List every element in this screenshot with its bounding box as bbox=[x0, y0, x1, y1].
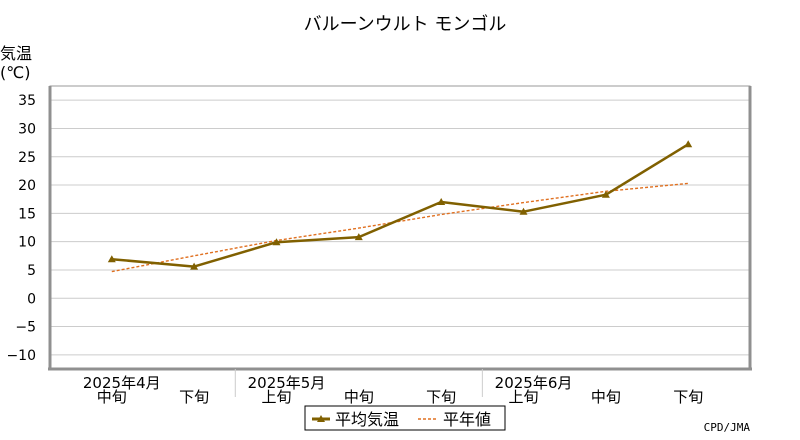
x-month-label: 2025年6月 bbox=[495, 374, 573, 392]
data-point bbox=[601, 190, 610, 198]
y-tick-label: 0 bbox=[27, 291, 36, 307]
data-point bbox=[519, 207, 528, 215]
data-point bbox=[107, 255, 116, 263]
x-tick-label: 中旬 bbox=[591, 388, 621, 406]
y-axis-unit: (℃) bbox=[0, 63, 30, 82]
data-point bbox=[684, 140, 693, 148]
data-point bbox=[437, 198, 446, 205]
x-tick-label: 下旬 bbox=[673, 388, 703, 406]
x-tick-label: 中旬 bbox=[344, 388, 374, 406]
plot-frame bbox=[48, 85, 752, 371]
x-tick-label: 中旬 bbox=[97, 388, 127, 406]
series-line-0 bbox=[111, 143, 689, 268]
x-tick-label: 上旬 bbox=[509, 388, 539, 406]
series-line-1 bbox=[111, 182, 689, 273]
y-tick-labels: −10 −5 0 5 10 15 20 25 30 35 bbox=[6, 93, 36, 364]
y-axis-label: 気温 bbox=[0, 44, 32, 63]
legend: 平均気温 平年値 bbox=[304, 405, 506, 431]
y-tick-label: 35 bbox=[18, 93, 36, 109]
y-tick-label: 25 bbox=[18, 150, 36, 166]
y-tick-label: 5 bbox=[27, 263, 36, 279]
x-tick-label: 上旬 bbox=[261, 388, 291, 406]
legend-label-series-0: 平均気温 bbox=[335, 410, 399, 429]
x-month-label: 2025年4月 bbox=[83, 374, 161, 392]
legend-label-series-1: 平年値 bbox=[443, 410, 491, 429]
legend-marker-series-0 bbox=[317, 415, 325, 422]
y-tick-label: −10 bbox=[6, 348, 36, 364]
legend-box bbox=[304, 405, 506, 431]
y-tick-label: −5 bbox=[15, 320, 36, 336]
chart-title: バルーンウルト モンゴル bbox=[304, 14, 507, 35]
x-tick-label: 下旬 bbox=[426, 388, 456, 406]
x-tick-label: 下旬 bbox=[179, 388, 209, 406]
source-credit: CPD/JMA bbox=[704, 421, 751, 434]
data-point bbox=[272, 238, 281, 246]
y-tick-label: 10 bbox=[18, 235, 36, 251]
series-group bbox=[107, 140, 693, 273]
x-month-label: 2025年5月 bbox=[248, 374, 326, 392]
grid-lines bbox=[50, 99, 750, 356]
y-tick-label: 15 bbox=[18, 206, 36, 222]
data-point bbox=[190, 262, 199, 270]
data-point bbox=[354, 233, 363, 241]
x-tick-labels: 中旬 下旬 上旬 中旬 下旬 上旬 中旬 下旬 2025年4月 2025年5月 2025年6月 bbox=[83, 369, 703, 406]
y-tick-label: 20 bbox=[18, 178, 36, 194]
y-tick-label: 30 bbox=[18, 121, 36, 137]
